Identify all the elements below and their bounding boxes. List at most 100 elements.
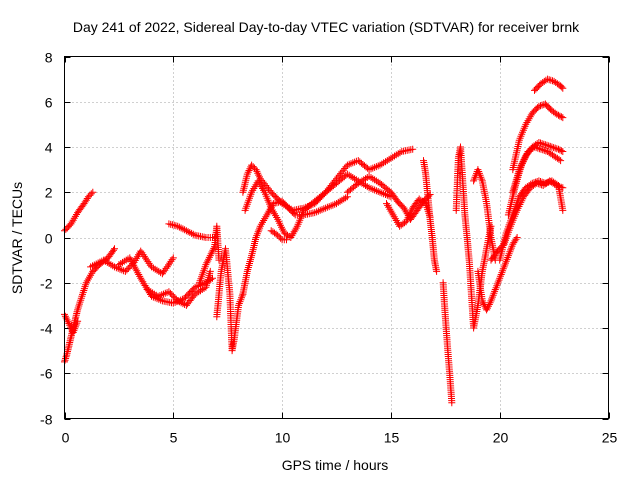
data-point	[253, 167, 261, 175]
data-point	[128, 258, 136, 266]
data-point	[369, 175, 377, 183]
data-point	[540, 101, 548, 109]
data-point	[169, 292, 177, 300]
data-point	[126, 254, 134, 262]
data-point	[544, 75, 552, 83]
data-point	[394, 150, 402, 158]
data-point	[238, 292, 246, 300]
data-point	[541, 179, 549, 187]
data-point	[283, 236, 290, 244]
data-point	[367, 165, 375, 173]
data-point	[210, 244, 218, 252]
data-point	[184, 228, 192, 236]
data-point	[163, 289, 171, 297]
chart-title: Day 241 of 2022, Sidereal Day-to-day VTE…	[73, 19, 580, 35]
data-point	[340, 195, 348, 203]
data-point	[140, 280, 148, 288]
data-point	[168, 256, 176, 264]
data-point	[369, 185, 377, 193]
data-point	[334, 198, 342, 206]
data-point	[175, 298, 183, 306]
data-point	[215, 256, 223, 264]
series-s24	[509, 139, 567, 196]
data-point	[87, 190, 95, 198]
series-s26	[531, 75, 567, 94]
data-point	[546, 178, 554, 185]
data-point	[383, 157, 391, 165]
data-point	[470, 177, 478, 185]
data-point	[136, 272, 144, 280]
data-point	[371, 163, 379, 171]
data-point	[278, 200, 286, 208]
series-s7	[165, 220, 219, 241]
data-point	[120, 267, 128, 275]
y-tick-label: 6	[45, 95, 53, 111]
data-point	[157, 269, 165, 277]
series-s20	[474, 234, 521, 314]
data-point	[70, 327, 78, 335]
data-point	[318, 206, 326, 214]
data-point	[114, 264, 122, 272]
x-tick-label: 10	[275, 430, 291, 446]
data-point	[502, 259, 509, 267]
data-series	[61, 75, 567, 407]
data-point	[195, 288, 203, 296]
data-point	[181, 226, 189, 234]
data-point	[535, 177, 543, 185]
data-point	[248, 161, 256, 169]
data-point	[336, 197, 344, 205]
y-axis-label: SDTVAR / TECUs	[9, 182, 25, 294]
data-point	[168, 291, 176, 299]
data-point	[535, 102, 543, 110]
data-point	[143, 286, 151, 293]
y-tick-labels: -8 -6 -4 -2 0 2 4 6 8	[40, 50, 53, 428]
data-point	[177, 224, 185, 232]
data-point	[360, 176, 368, 184]
data-point	[538, 140, 546, 148]
data-point	[528, 179, 536, 187]
data-point	[243, 170, 251, 178]
data-point	[347, 172, 355, 180]
data-point	[543, 141, 551, 149]
data-point	[166, 289, 174, 297]
data-point	[193, 283, 201, 290]
data-point	[249, 163, 257, 171]
data-point	[282, 202, 290, 210]
data-point	[376, 188, 384, 196]
data-point	[121, 267, 129, 275]
data-point	[169, 299, 177, 307]
data-point	[123, 266, 131, 274]
series-s25	[509, 100, 567, 174]
data-point	[331, 200, 339, 208]
data-point	[275, 233, 283, 241]
data-point	[144, 258, 152, 266]
data-point	[174, 222, 182, 230]
data-point	[163, 263, 171, 271]
data-point	[537, 178, 544, 185]
data-point	[124, 264, 132, 272]
data-point	[141, 282, 149, 289]
data-point	[347, 160, 355, 168]
series-s9	[213, 245, 247, 355]
data-point	[314, 207, 322, 215]
data-point	[103, 258, 111, 266]
data-point	[512, 235, 520, 243]
data-point	[351, 175, 359, 183]
data-point	[207, 250, 215, 258]
data-point	[369, 164, 377, 172]
data-point	[157, 296, 165, 304]
data-point	[479, 299, 487, 307]
plot-frame	[64, 56, 609, 419]
data-point	[205, 253, 213, 261]
data-point	[372, 187, 380, 195]
data-point	[254, 228, 262, 236]
data-point	[448, 399, 456, 407]
data-point	[119, 258, 126, 266]
data-point	[343, 161, 351, 169]
data-point	[206, 252, 214, 260]
data-point	[363, 183, 371, 191]
data-point	[358, 177, 366, 185]
data-point	[134, 269, 142, 277]
data-point	[557, 157, 565, 165]
data-point	[111, 245, 118, 253]
